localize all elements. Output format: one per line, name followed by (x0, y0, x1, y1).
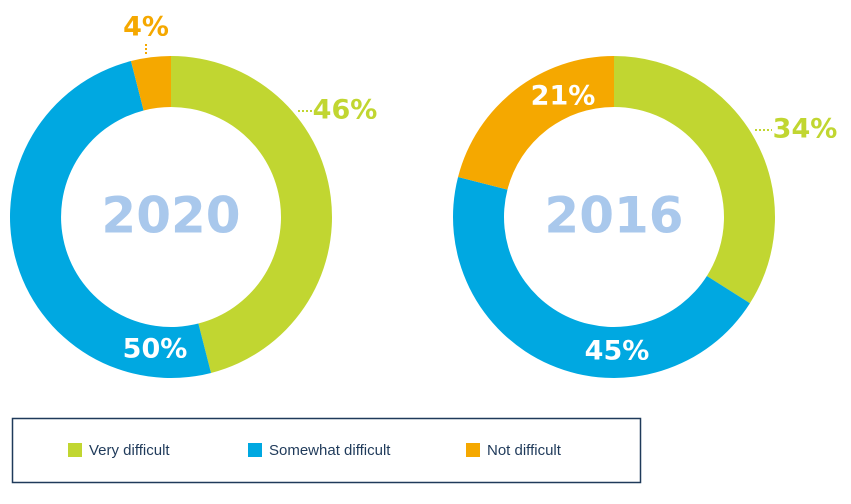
donut-slice (171, 56, 333, 373)
legend-swatch (248, 443, 262, 457)
legend-swatch (466, 443, 480, 457)
donut-slice (130, 56, 171, 111)
legend-label: Not difficult (487, 442, 562, 459)
data-label: 45% (585, 336, 650, 367)
data-label: 34% (773, 114, 838, 145)
legend-label: Somewhat difficult (269, 442, 391, 459)
donut-slice (10, 61, 212, 379)
donut-slice (453, 176, 750, 378)
legend-box (11, 417, 642, 484)
donut-slice (458, 56, 614, 190)
data-label: 21% (531, 81, 596, 112)
center-title: 2020 (101, 187, 240, 245)
data-label: 46% (313, 95, 378, 126)
legend-label: Very difficult (89, 442, 170, 459)
donut-slice (614, 56, 775, 304)
center-title: 2016 (544, 187, 683, 245)
data-label: 4% (123, 12, 169, 43)
data-label: 50% (123, 334, 188, 365)
legend-swatch (68, 443, 82, 457)
